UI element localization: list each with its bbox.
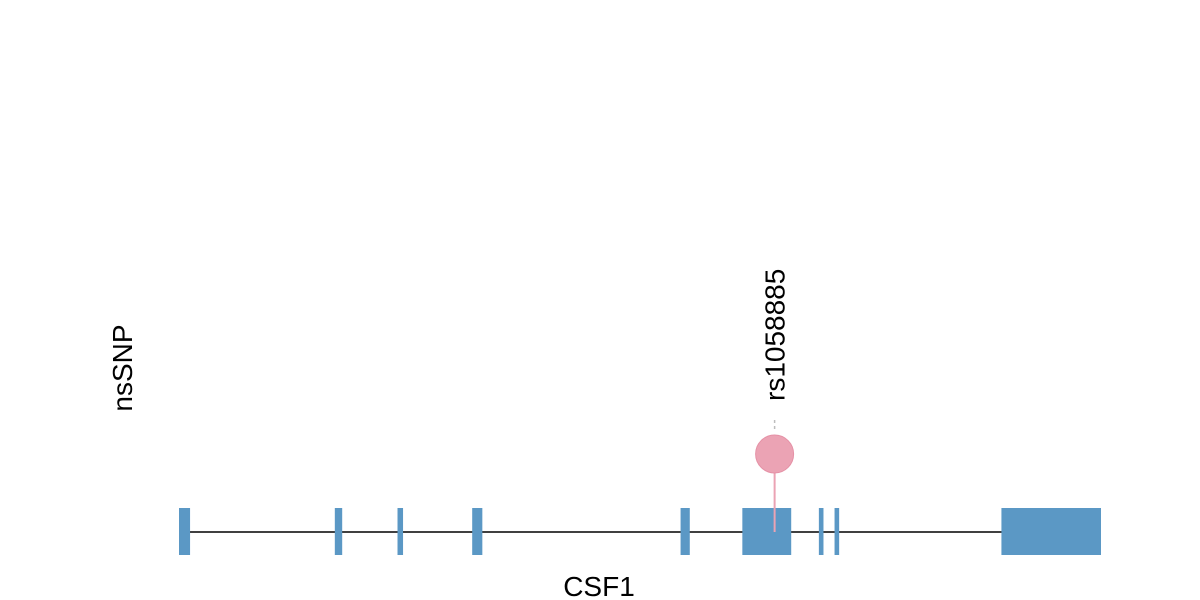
exon-1 (179, 508, 191, 555)
snp-group: rs1058885 (755, 269, 795, 532)
exon-4 (472, 508, 483, 555)
exon-6 (742, 508, 792, 555)
snp-marker-rs1058885[interactable] (755, 434, 795, 474)
exon-7 (818, 508, 824, 555)
exon-3 (397, 508, 404, 555)
track-label: nsSNP (107, 324, 138, 411)
exon-9 (1001, 508, 1101, 555)
gene-name-label: CSF1 (563, 571, 635, 600)
exon-5 (680, 508, 690, 555)
exon-8 (834, 508, 840, 555)
exon-2 (334, 508, 343, 555)
snp-label-rs1058885: rs1058885 (760, 269, 791, 401)
exon-group (179, 508, 1101, 555)
